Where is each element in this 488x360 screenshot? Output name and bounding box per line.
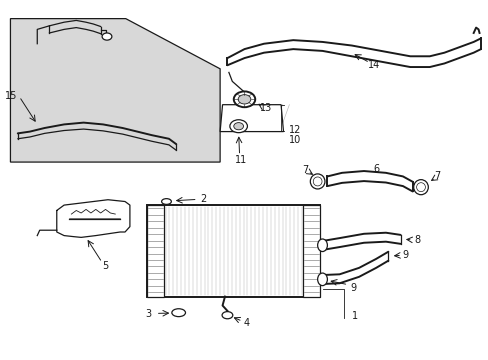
Circle shape — [229, 120, 247, 133]
Text: 3: 3 — [145, 309, 152, 319]
Text: 5: 5 — [102, 261, 108, 271]
Text: 9: 9 — [402, 250, 407, 260]
Ellipse shape — [413, 180, 427, 195]
Polygon shape — [220, 105, 283, 132]
Ellipse shape — [161, 199, 171, 204]
Text: 12: 12 — [289, 125, 301, 135]
FancyBboxPatch shape — [303, 205, 320, 297]
Text: 7: 7 — [433, 171, 439, 181]
Text: 6: 6 — [372, 163, 378, 174]
Ellipse shape — [317, 273, 327, 285]
Ellipse shape — [222, 312, 232, 319]
FancyBboxPatch shape — [147, 205, 163, 297]
Ellipse shape — [313, 177, 322, 186]
Text: 14: 14 — [367, 60, 379, 70]
Text: 7: 7 — [302, 165, 308, 175]
Ellipse shape — [310, 174, 325, 189]
FancyBboxPatch shape — [147, 205, 320, 297]
Text: 10: 10 — [289, 135, 301, 145]
Text: 8: 8 — [414, 235, 420, 245]
Text: 13: 13 — [260, 103, 272, 113]
Text: 11: 11 — [234, 155, 246, 165]
Ellipse shape — [317, 239, 327, 252]
Text: 4: 4 — [244, 319, 249, 328]
Circle shape — [233, 91, 255, 107]
Text: 9: 9 — [349, 283, 356, 293]
Text: 1: 1 — [351, 311, 357, 321]
Text: 2: 2 — [200, 194, 206, 204]
Text: 15: 15 — [5, 91, 18, 101]
Ellipse shape — [171, 309, 185, 317]
Circle shape — [238, 95, 250, 104]
Ellipse shape — [416, 183, 425, 192]
Polygon shape — [10, 19, 220, 162]
Circle shape — [233, 123, 243, 130]
Circle shape — [102, 33, 112, 40]
